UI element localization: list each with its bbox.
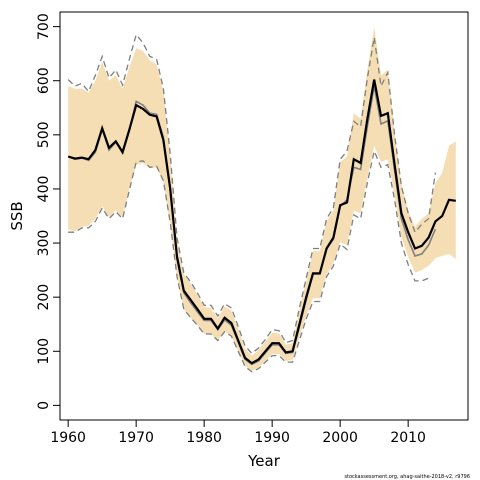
y-tick-label: 400 — [36, 176, 52, 203]
x-tick-label: 2000 — [322, 430, 358, 446]
x-tick-label: 1980 — [186, 430, 222, 446]
x-tick-label: 1990 — [254, 430, 290, 446]
y-tick-label: 600 — [36, 67, 52, 94]
previous-lower-bound-line — [68, 148, 429, 373]
x-tick-label: 2010 — [390, 430, 426, 446]
x-axis: 1960 1970 1980 1990 2000 2010 — [50, 419, 426, 446]
y-axis-title: SSB — [8, 201, 26, 230]
confidence-band — [68, 26, 456, 371]
y-tick-label: 200 — [36, 284, 52, 311]
y-tick-label: 0 — [36, 401, 52, 410]
series-lines-layer — [67, 33, 456, 373]
y-tick-label: 700 — [36, 13, 52, 40]
previous-upper-bound-line — [67, 33, 437, 355]
source-footnote: stockassessment.org, ahag-saithe-2018-v2… — [344, 474, 470, 480]
confidence-band-layer — [68, 26, 456, 371]
y-tick-label: 500 — [36, 121, 52, 148]
y-axis: 0 100 200 300 400 500 600 700 — [36, 13, 61, 410]
y-tick-label: 100 — [36, 338, 52, 365]
ssb-estimate-line — [67, 79, 456, 365]
x-tick-label: 1970 — [118, 430, 154, 446]
x-tick-label: 1960 — [50, 430, 86, 446]
y-tick-label: 300 — [36, 230, 52, 257]
x-axis-title: Year — [247, 452, 281, 470]
